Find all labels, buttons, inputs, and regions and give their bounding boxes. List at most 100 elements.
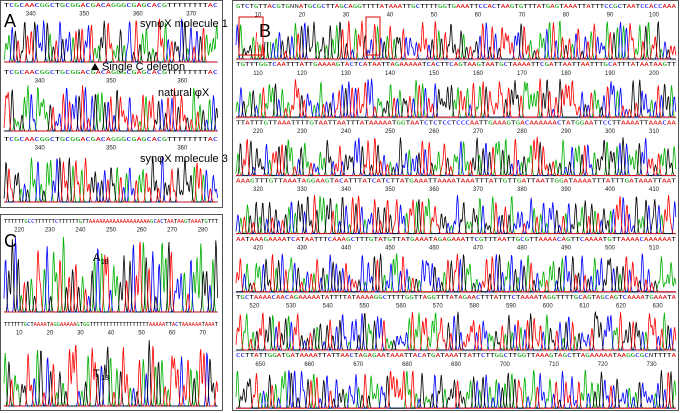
position-label: 340 [341, 187, 352, 193]
deletion-marker [91, 63, 99, 70]
panel-a-frame [0, 0, 223, 208]
sequence: TTTTTTGCCTTTTTTCTTTTTTGTTAAAAAAAAAAAAAAA… [4, 219, 218, 225]
sequence: TTTTTTGCTAAAATAGGAAAAAGTGGTTTTTTTTTTTTTT… [4, 322, 218, 328]
position-label: 270 [473, 129, 484, 135]
position-label: 310 [649, 129, 660, 135]
trace [235, 253, 676, 293]
position-label: 160 [473, 71, 484, 77]
position-label: 340 [35, 146, 46, 152]
trace-caption: synφX molecule 1 [140, 18, 228, 30]
trace [236, 311, 676, 351]
position-label: 500 [605, 245, 616, 251]
position-label: 240 [75, 228, 86, 234]
trace-caption: A [93, 252, 101, 264]
position-label: 60 [169, 331, 176, 337]
position-label: 580 [469, 304, 480, 310]
position-label: 350 [106, 146, 117, 152]
trace [236, 195, 676, 234]
position-label: 270 [167, 228, 178, 234]
position-label: 660 [304, 362, 315, 368]
position-label: 10 [16, 331, 23, 337]
trace [236, 194, 676, 234]
position-label: 350 [79, 12, 90, 18]
position-label: 710 [549, 362, 560, 368]
position-label: 380 [517, 187, 528, 193]
position-label: 40 [387, 13, 394, 19]
position-label: 460 [429, 245, 440, 251]
trace-caption: natural φX [158, 87, 210, 99]
trace-caption-subscript: 18 [101, 259, 109, 266]
position-label: 280 [198, 228, 209, 234]
position-label: 360 [133, 12, 144, 18]
position-label: 340 [35, 79, 46, 85]
trace [4, 345, 218, 407]
trace [236, 78, 676, 118]
position-label: 40 [108, 331, 115, 337]
trace [236, 137, 676, 176]
position-label: 300 [605, 129, 616, 135]
position-label: 530 [286, 304, 297, 310]
position-label: 260 [137, 228, 148, 234]
highlight-box [365, 16, 381, 56]
position-label: 350 [106, 79, 117, 85]
panel-label: A [4, 11, 16, 31]
trace [235, 312, 677, 351]
position-label: 360 [429, 187, 440, 193]
position-label: 260 [429, 129, 440, 135]
panel-label: B [259, 21, 271, 41]
position-label: 340 [26, 12, 37, 18]
trace [236, 136, 676, 176]
position-label: 600 [543, 304, 554, 310]
position-label: 240 [341, 129, 352, 135]
position-label: 230 [297, 129, 308, 135]
position-label: 250 [106, 228, 117, 234]
trace [4, 241, 218, 313]
position-label: 280 [517, 129, 528, 135]
panel-b-frame [232, 0, 679, 411]
position-label: 670 [353, 362, 364, 368]
position-label: 570 [433, 304, 444, 310]
position-label: 610 [579, 304, 590, 310]
position-label: 590 [506, 304, 517, 310]
position-label: 50 [431, 13, 438, 19]
trace [236, 253, 676, 293]
position-label: 20 [47, 331, 54, 337]
position-label: 290 [561, 129, 572, 135]
position-label: 140 [385, 71, 396, 77]
position-label: 110 [253, 71, 263, 77]
position-label: 630 [653, 304, 664, 310]
position-label: 30 [343, 13, 350, 19]
trace [3, 85, 218, 132]
trace-caption: synφX molecule 3 [140, 153, 228, 165]
position-label: 180 [561, 71, 572, 77]
panel-label: C [4, 231, 17, 251]
position-label: 230 [45, 228, 56, 234]
position-label: 220 [14, 228, 25, 234]
position-label: 490 [561, 245, 572, 251]
position-label: 520 [249, 304, 260, 310]
sequence: TGCTAAAACAACAGAAAAATATTTTATAAAAGGCTTTTGG… [236, 295, 676, 301]
position-label: 60 [475, 13, 482, 19]
position-label: 190 [605, 71, 616, 77]
position-label: 620 [616, 304, 627, 310]
position-label: 10 [255, 13, 262, 19]
position-label: 360 [177, 79, 188, 85]
position-label: 440 [341, 245, 352, 251]
position-label: 370 [186, 12, 197, 18]
trace [236, 370, 676, 409]
position-label: 150 [429, 71, 440, 77]
position-label: 690 [451, 362, 462, 368]
highlight-box [238, 16, 264, 56]
trace-caption: T [93, 368, 100, 380]
position-label: 80 [563, 13, 570, 19]
position-label: 450 [385, 245, 396, 251]
